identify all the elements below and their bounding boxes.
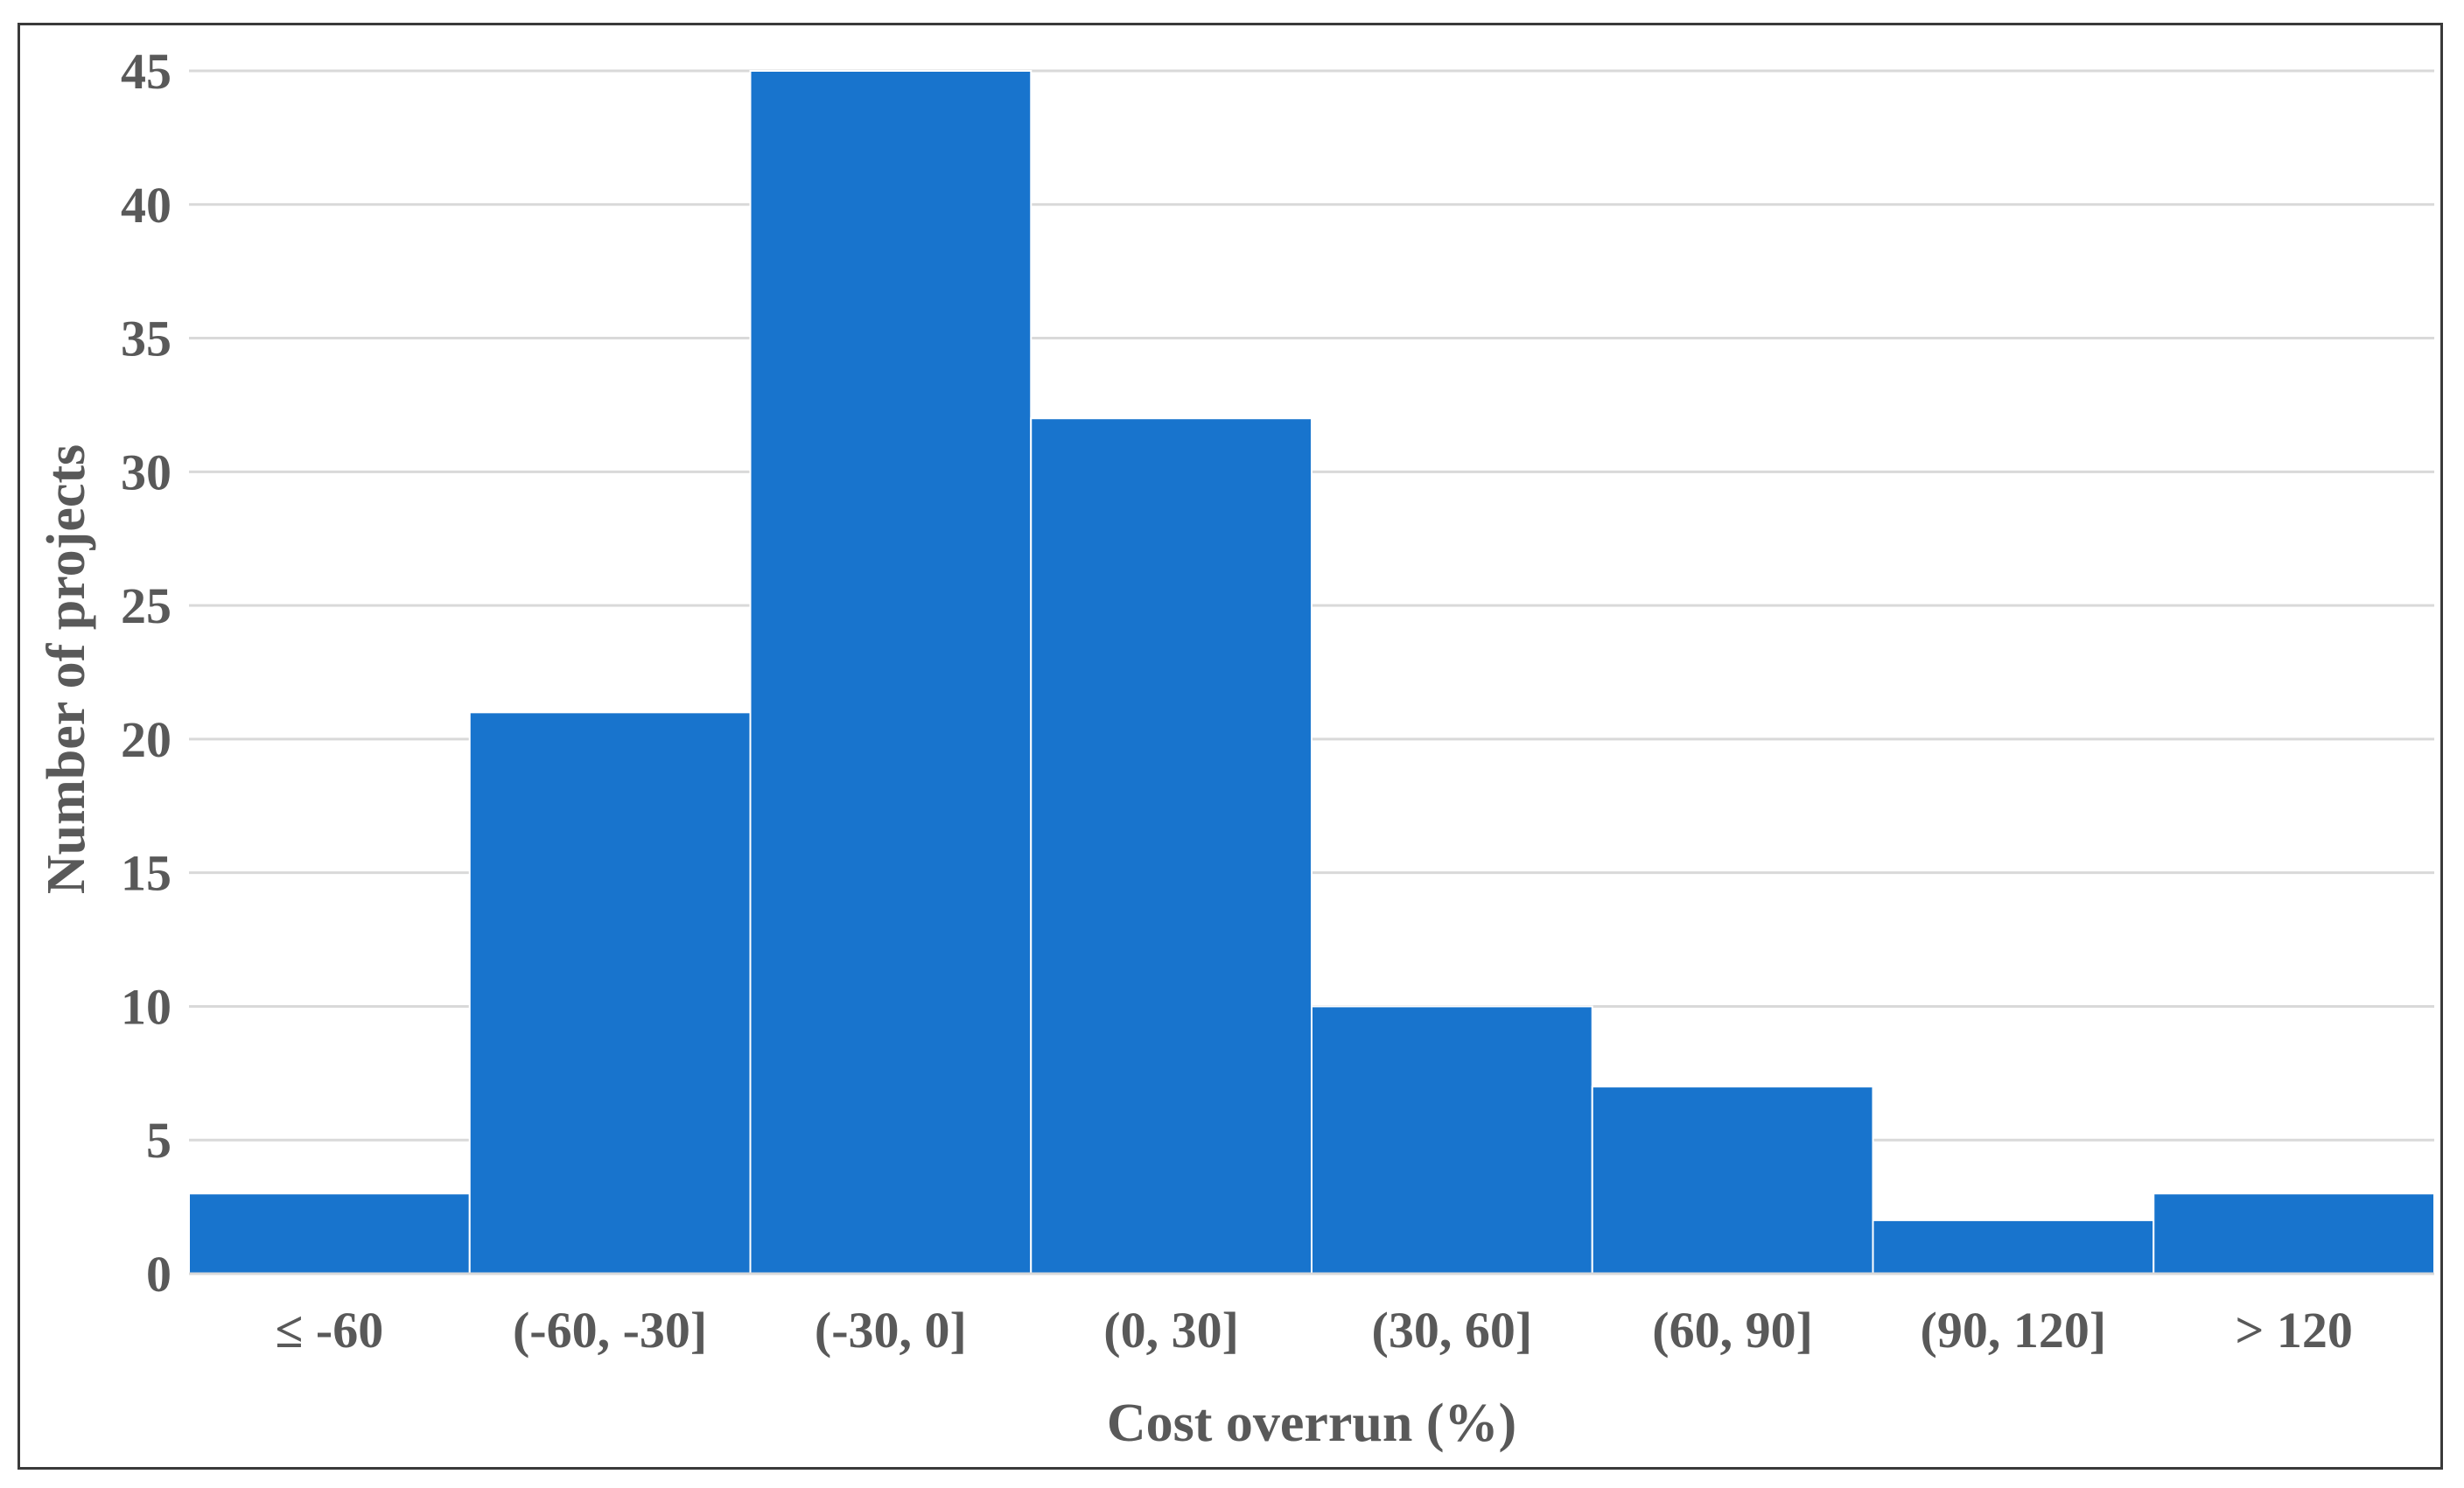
x-tick-label: > 120 [2235, 1302, 2353, 1359]
bar-7 [2152, 1192, 2435, 1275]
y-tick-label: 10 [121, 978, 172, 1035]
y-tick-label: 20 [121, 711, 172, 768]
bar-1 [468, 711, 752, 1275]
bar-3 [1030, 417, 1312, 1275]
x-tick-label: (60, 90] [1652, 1302, 1813, 1359]
y-tick-label: 40 [121, 177, 172, 234]
bars [188, 70, 2435, 1275]
bar-4 [1311, 1005, 1593, 1275]
x-tick-label: (30, 60] [1372, 1302, 1533, 1359]
x-tick-label: (0, 30] [1103, 1302, 1239, 1359]
tick-labels: 0 5 10 15 20 25 30 35 40 45 ≤ -60 (-60, -30] (-30, 0… [121, 43, 2353, 1359]
y-tick-label: 25 [121, 577, 172, 634]
y-tick-label: 5 [146, 1112, 172, 1169]
y-tick-label: 35 [121, 311, 172, 367]
x-axis-title: Cost overrun (%) [1107, 1394, 1516, 1453]
y-tick-label: 30 [121, 444, 172, 500]
bar-5 [1591, 1086, 1874, 1275]
y-tick-label: 0 [146, 1246, 172, 1303]
y-axis-title: Number of projects [37, 444, 96, 894]
bar-0 [188, 1192, 471, 1275]
x-tick-label: (90, 120] [1921, 1302, 2107, 1359]
x-tick-label: (-60, -30] [513, 1302, 707, 1359]
y-tick-label: 45 [121, 43, 172, 100]
bar-6 [1872, 1219, 2155, 1275]
x-tick-label: ≤ -60 [276, 1302, 384, 1359]
y-tick-label: 15 [121, 845, 172, 902]
x-tick-label: (-30, 0] [815, 1302, 967, 1359]
bar-2 [749, 70, 1032, 1275]
